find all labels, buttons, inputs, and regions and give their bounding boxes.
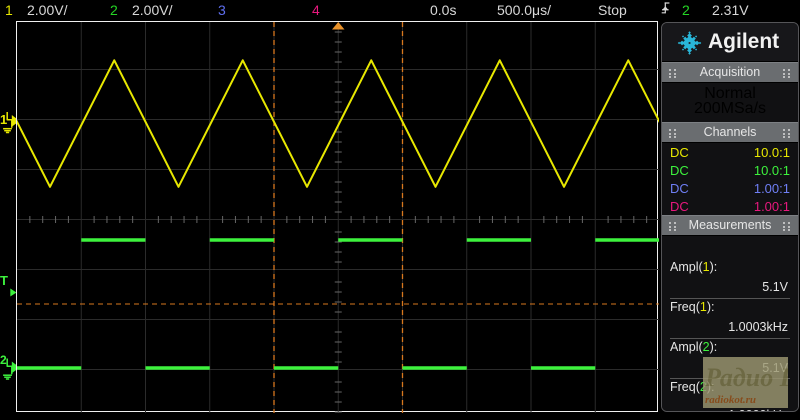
svg-text:1: 1 (0, 112, 7, 127)
svg-text:2: 2 (0, 353, 7, 367)
svg-text:T: T (0, 273, 8, 288)
